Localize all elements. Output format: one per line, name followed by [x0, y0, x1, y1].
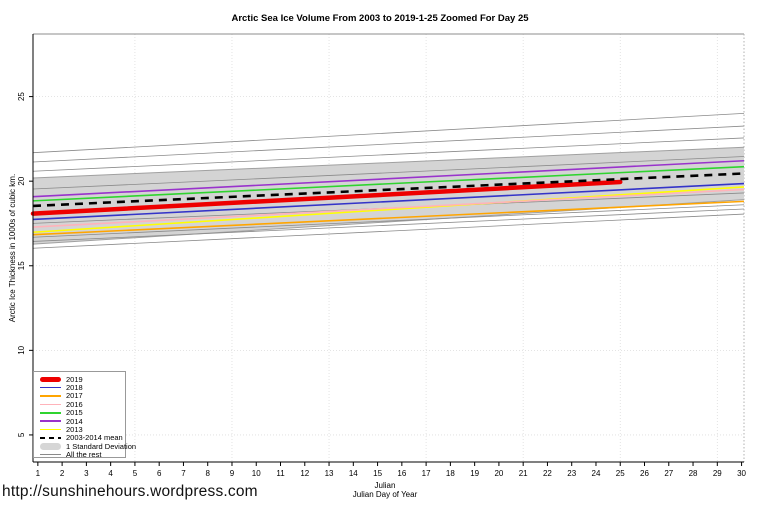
series-2016	[32, 188, 745, 228]
x-tick-label: 19	[470, 469, 479, 478]
legend-label: 2003-2014 mean	[66, 433, 123, 443]
x-tick-label: 25	[616, 469, 625, 478]
series-2013	[32, 186, 745, 234]
series-rest-line-7	[32, 208, 745, 242]
legend-swatch-band	[40, 442, 61, 450]
series-2019	[30, 179, 623, 216]
legend-swatch-line	[40, 428, 61, 431]
legend-item-all-the-rest: All the rest	[40, 450, 125, 460]
y-tick-label: 15	[17, 261, 26, 270]
legend-label: 2016	[66, 399, 83, 409]
legend-item-2014: 2014	[40, 416, 125, 426]
legend-label: 2015	[66, 408, 83, 418]
legend-label: All the rest	[66, 450, 102, 460]
legend-label: 2019	[66, 374, 83, 384]
legend-swatch-thick	[40, 376, 61, 382]
x-tick-label: 30	[737, 469, 746, 478]
x-tick-label: 26	[640, 469, 649, 478]
x-tick-label: 9	[230, 469, 235, 478]
y-tick-label: 25	[17, 92, 26, 101]
x-tick-label: 21	[519, 469, 528, 478]
series-2003-2014-mean	[32, 172, 745, 208]
legend-item-2013: 2013	[40, 425, 125, 435]
legend-item-2019: 2019	[40, 374, 125, 384]
series-2014	[32, 159, 745, 198]
legend-swatch-dash	[40, 436, 61, 440]
x-tick-label: 5	[133, 469, 138, 478]
legend-label: 2018	[66, 383, 83, 393]
legend-swatch-line	[40, 403, 61, 406]
legend-item-2015: 2015	[40, 408, 125, 418]
legend-item-2017: 2017	[40, 391, 125, 401]
series-rest-line-4	[32, 156, 745, 190]
legend-swatch-line	[40, 386, 61, 389]
legend-label: 2013	[66, 425, 83, 435]
x-tick-label: 28	[689, 469, 698, 478]
legend-item-2018: 2018	[40, 383, 125, 393]
x-tick-label: 29	[713, 469, 722, 478]
x-tick-label: 1	[36, 469, 41, 478]
x-tick-label: 3	[84, 469, 89, 478]
x-tick-label: 2	[60, 469, 65, 478]
legend-item-2003-2014-mean: 2003-2014 mean	[40, 433, 125, 443]
x-tick-label: 27	[664, 469, 673, 478]
x-tick-label: 12	[300, 469, 309, 478]
x-tick-label: 15	[373, 469, 382, 478]
y-axis-label: Arctic Ice Thickness in 1000s of cubic k…	[8, 173, 17, 323]
x-tick-label: 6	[157, 469, 162, 478]
legend-item-1-standard-deviation: 1 Standard Deviation	[40, 442, 136, 451]
x-tick-label: 24	[592, 469, 601, 478]
x-tick-label: 20	[494, 469, 503, 478]
legend-swatch-line	[40, 453, 61, 456]
x-tick-label: 22	[543, 469, 552, 478]
x-tick-label: 18	[446, 469, 455, 478]
series-2017	[32, 200, 745, 236]
legend-swatch-line	[40, 412, 61, 414]
series-rest-line-6	[32, 204, 745, 238]
x-tick-label: 14	[349, 469, 358, 478]
x-tick-label: 8	[205, 469, 210, 478]
watermark-url: http://sunshinehours.wordpress.com	[2, 483, 258, 500]
legend-item-2016: 2016	[40, 399, 125, 409]
chart-title: Arctic Sea Ice Volume From 2003 to 2019-…	[231, 13, 529, 24]
x-tick-label: 13	[325, 469, 334, 478]
x-axis-label-line1: Julian	[374, 481, 396, 490]
x-tick-label: 10	[252, 469, 261, 478]
series-rest-line-3	[32, 137, 745, 172]
legend-label: 1 Standard Deviation	[66, 441, 137, 451]
series-2015	[32, 165, 745, 202]
series-rest-line-8	[32, 213, 745, 249]
x-tick-label: 16	[397, 469, 406, 478]
x-tick-label: 23	[567, 469, 576, 478]
y-tick-label: 10	[17, 345, 26, 354]
legend-label: 2017	[66, 391, 83, 401]
x-tick-label: 4	[108, 469, 113, 478]
legend-swatch-line	[40, 395, 61, 397]
y-tick-label: 5	[17, 432, 26, 437]
y-tick-label: 20	[17, 176, 26, 185]
x-axis-label-line2: Julian Day of Year	[352, 490, 418, 499]
x-tick-label: 7	[181, 469, 186, 478]
series-2018	[32, 182, 745, 221]
legend-swatch-line	[40, 420, 61, 422]
legend-label: 2014	[66, 416, 83, 426]
x-axis-label: Julian Julian Day of Year	[0, 481, 760, 499]
x-tick-label: 17	[422, 469, 431, 478]
x-tick-label: 11	[276, 469, 285, 478]
series-rest-line-2	[32, 125, 745, 163]
legend: 2019 2018 2017 2016 2015 2014 2013 2003-2014 me…	[33, 371, 136, 460]
band-top-edge	[32, 146, 745, 179]
series-rest-line-1	[32, 112, 745, 154]
